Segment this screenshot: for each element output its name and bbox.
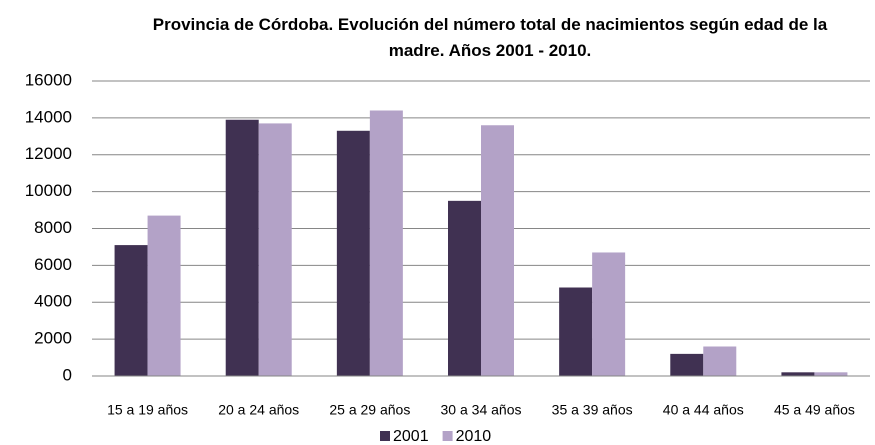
- y-tick-label: 6000: [34, 255, 72, 274]
- y-tick-label: 0: [63, 365, 72, 384]
- bar: [703, 346, 737, 376]
- bar: [258, 123, 292, 376]
- y-tick-label: 14000: [25, 107, 72, 126]
- bar: [781, 372, 815, 376]
- x-tick-label: 40 a 44 años: [663, 402, 744, 418]
- bar: [369, 110, 403, 376]
- x-tick-label: 15 a 19 años: [107, 402, 188, 418]
- bar: [147, 215, 181, 376]
- y-tick-label: 8000: [34, 218, 72, 237]
- bar: [448, 200, 481, 376]
- x-tick-label: 45 a 49 años: [774, 402, 855, 418]
- y-tick-label: 4000: [34, 292, 72, 311]
- bar: [225, 119, 259, 376]
- legend-label: 2001: [393, 428, 429, 445]
- y-tick-label: 2000: [34, 329, 72, 348]
- bar: [814, 372, 848, 376]
- chart-title: Provincia de Córdoba. Evolución del núme…: [152, 15, 828, 60]
- legend-label: 2010: [456, 428, 492, 445]
- bar: [336, 130, 370, 376]
- bar: [481, 125, 514, 376]
- x-tick-label: 25 a 29 años: [329, 402, 410, 418]
- y-tick-label: 10000: [25, 181, 72, 200]
- x-tick-label: 20 a 24 años: [218, 402, 299, 418]
- bar: [592, 252, 626, 376]
- y-tick-label: 12000: [25, 144, 72, 163]
- x-tick-label: 30 a 34 años: [441, 402, 522, 418]
- bar: [670, 353, 704, 376]
- legend-swatch: [442, 431, 453, 441]
- bar: [114, 245, 148, 376]
- legend-swatch: [380, 431, 390, 441]
- y-tick-label: 16000: [25, 70, 72, 89]
- x-tick-label: 35 a 39 años: [552, 402, 633, 418]
- bar: [559, 287, 593, 376]
